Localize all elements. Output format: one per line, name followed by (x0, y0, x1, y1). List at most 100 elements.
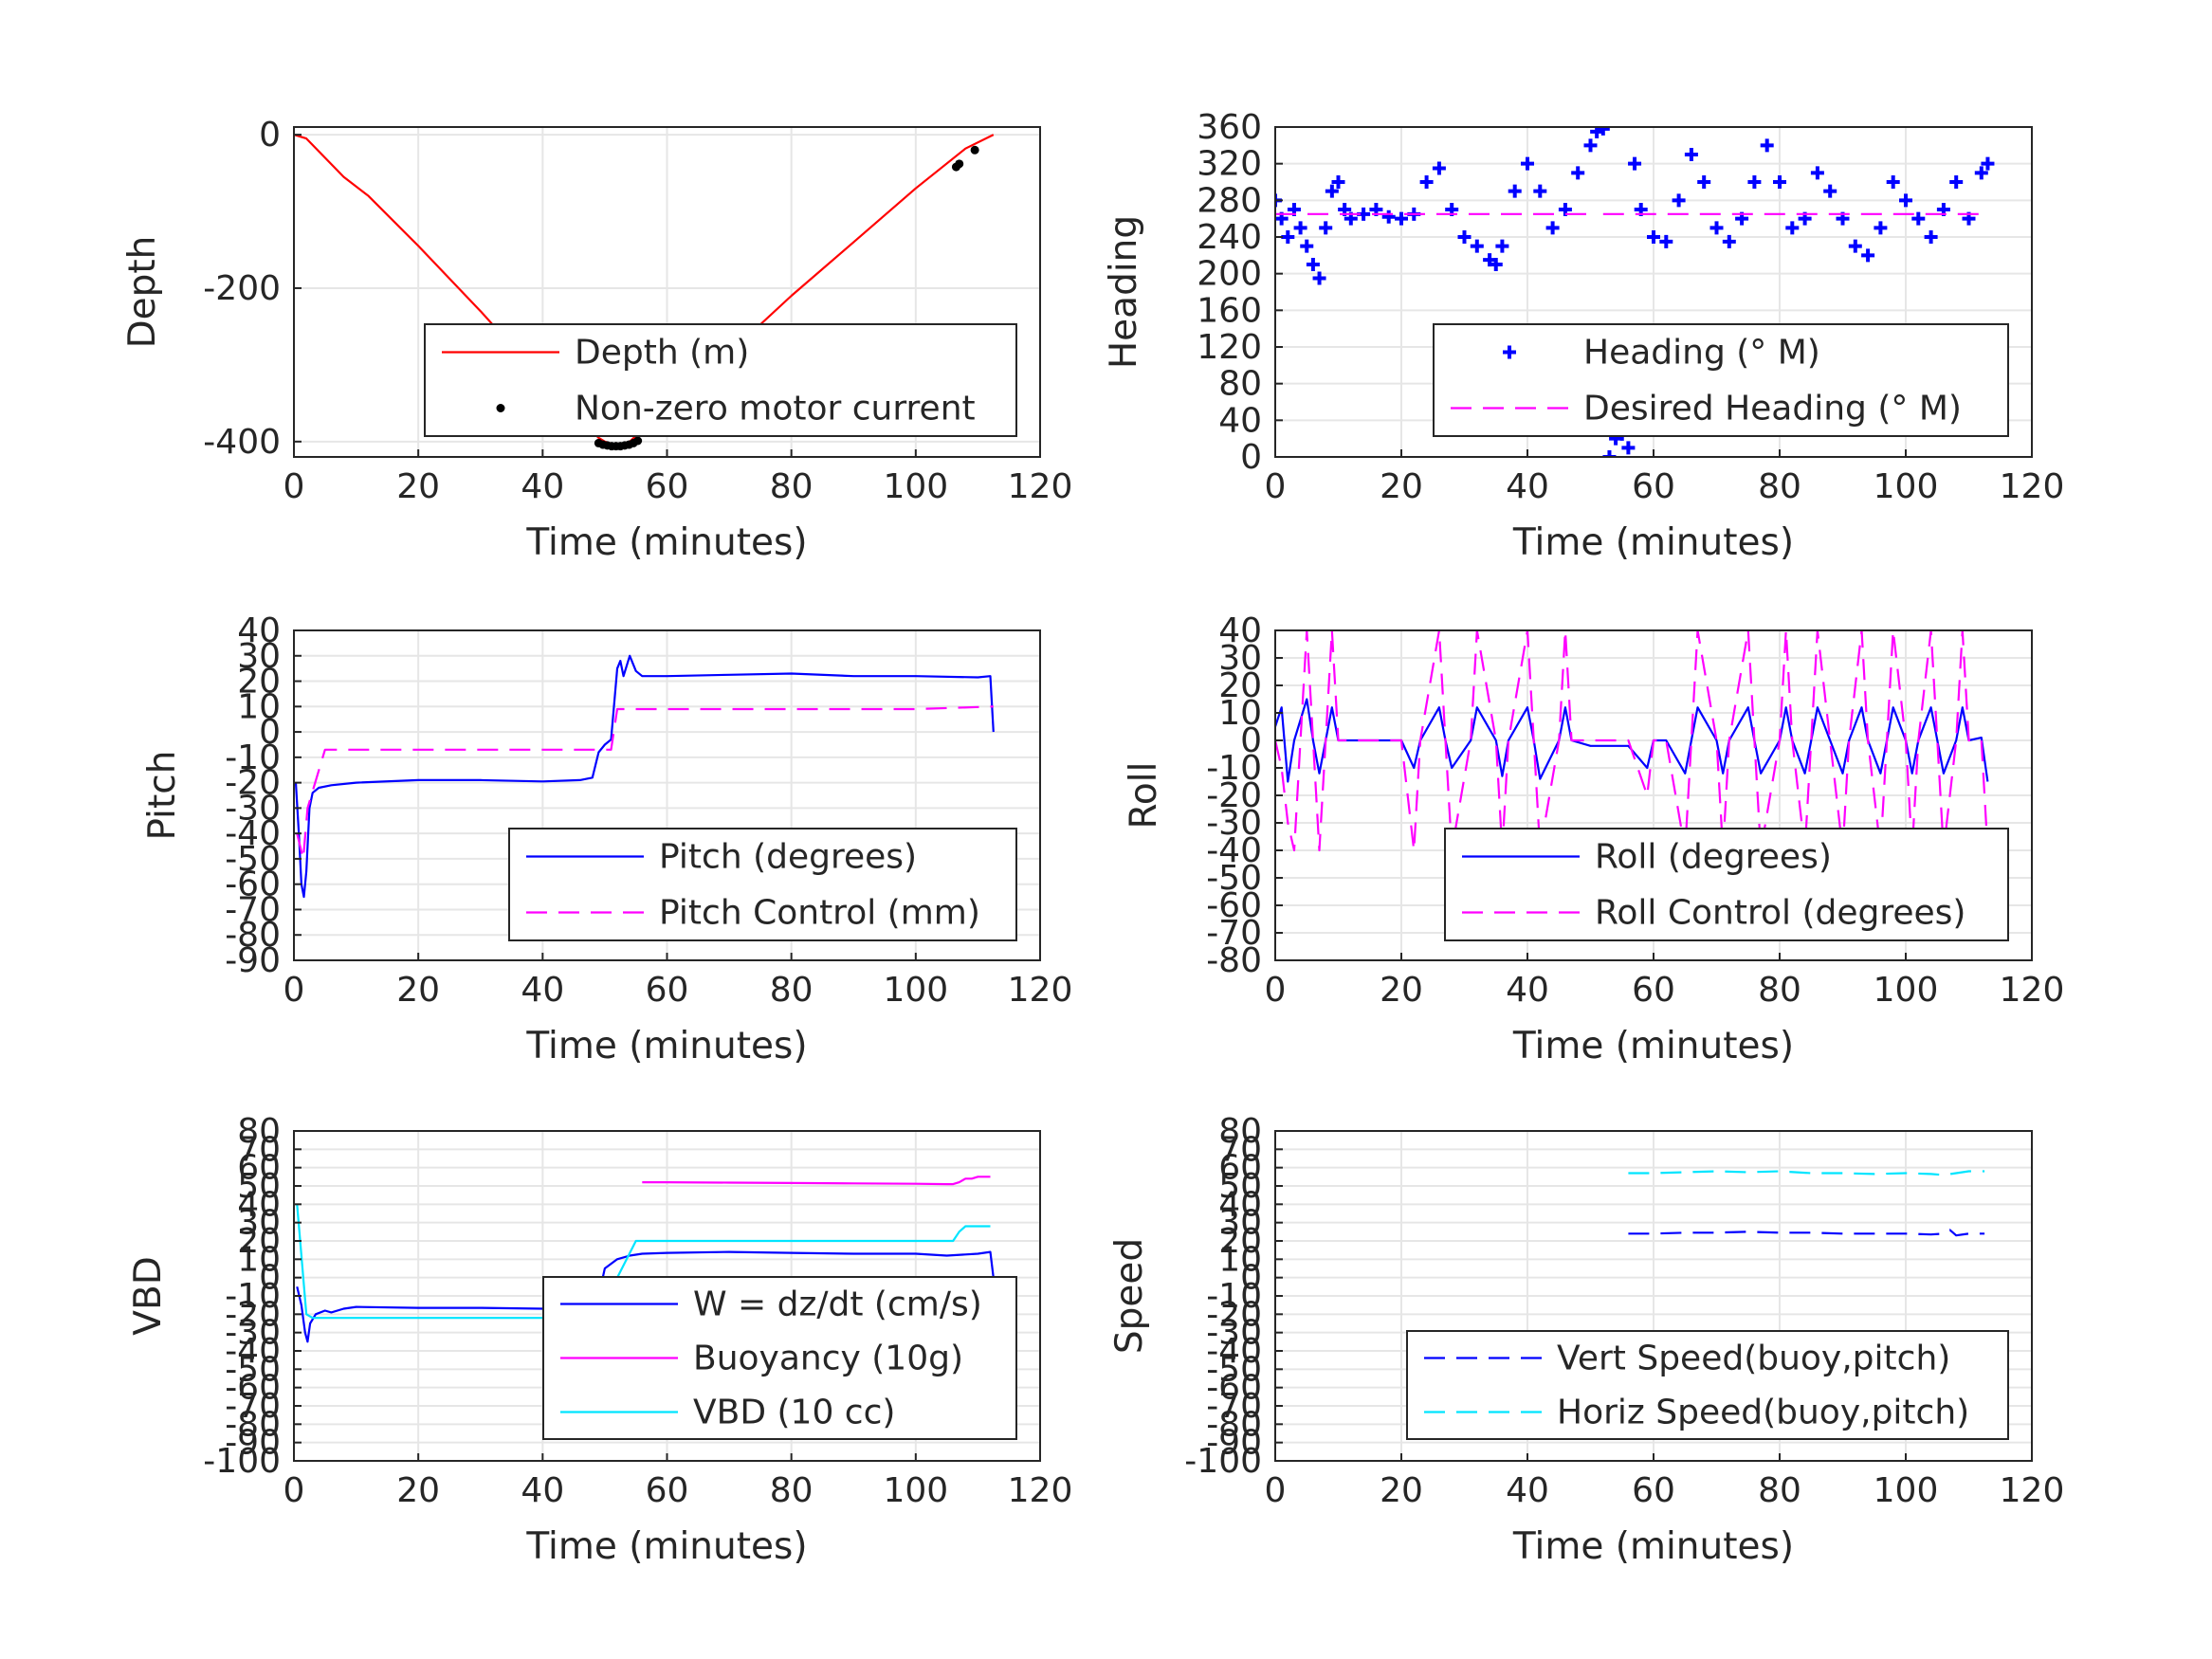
speed-series (1628, 1170, 1985, 1237)
speed-ytick-label: 30 (1218, 1204, 1262, 1243)
speed-ylabel: Speed (1108, 1238, 1151, 1354)
speed-ytick-label: 20 (1218, 1222, 1262, 1261)
depth-xtick-label: 40 (521, 467, 564, 506)
speed-ytick-label: -100 (1184, 1442, 1262, 1481)
heading-series-0-point (1596, 127, 1610, 136)
depth-series-1-point (633, 436, 643, 446)
vbd-ytick-label: -80 (225, 1405, 281, 1444)
pitch-ytick-label: -50 (225, 840, 281, 879)
speed-xlabel: Time (minutes) (1512, 1525, 1794, 1568)
pitch-ytick-label: -40 (225, 814, 281, 853)
heading-series-0-point (1571, 166, 1585, 180)
vbd-ytick-label: -50 (225, 1350, 281, 1389)
heading-ytick-label: 200 (1197, 255, 1262, 294)
heading-series-0-point (1331, 175, 1345, 189)
heading-series-0-point (1785, 221, 1800, 235)
depth-xtick-label: 60 (646, 467, 689, 506)
pitch-xtick-label: 60 (646, 971, 689, 1010)
roll-series (1275, 630, 1989, 852)
roll-ytick-label: -30 (1206, 804, 1262, 843)
speed-ytick-label: -80 (1206, 1405, 1262, 1444)
speed-legend-label: Vert Speed(buoy,pitch) (1557, 1340, 1950, 1378)
speed-xtick-label: 0 (1265, 1471, 1287, 1510)
pitch-ytick-label: 40 (237, 611, 281, 650)
roll-xtick-label: 0 (1265, 971, 1287, 1010)
heading-series-0-point (1381, 210, 1396, 224)
roll-xtick-label: 120 (2000, 971, 2065, 1010)
pitch-ytick-label: 10 (237, 687, 281, 726)
heading-xtick-label: 80 (1758, 467, 1801, 506)
vbd-xtick-label: 0 (283, 1471, 305, 1510)
speed-ytick-label: -30 (1206, 1314, 1262, 1353)
heading-series-0-point (1747, 175, 1762, 189)
heading-xtick-label: 60 (1632, 467, 1675, 506)
vbd-ytick-label: 50 (237, 1167, 281, 1206)
roll-xtick-label: 80 (1758, 971, 1801, 1010)
speed-ytick-label: 10 (1218, 1240, 1262, 1279)
depth-series-1-point (970, 145, 979, 155)
roll-ytick-label: 10 (1218, 694, 1262, 733)
speed-ytick-label: 40 (1218, 1185, 1262, 1224)
roll-ytick-label: -20 (1206, 776, 1262, 815)
heading-series-0-point (1489, 258, 1503, 271)
speed-ytick-label: -70 (1206, 1387, 1262, 1426)
roll-ytick-label: -10 (1206, 749, 1262, 788)
depth-xtick-label: 100 (883, 467, 948, 506)
vbd-ytick-label: 70 (237, 1130, 281, 1169)
roll-ytick-label: 40 (1218, 611, 1262, 650)
vbd-xtick-label: 80 (770, 1471, 814, 1510)
vbd-ytick-label: -60 (225, 1369, 281, 1408)
vbd-ytick-label: -90 (225, 1424, 281, 1463)
pitch-ytick-label: 20 (237, 663, 281, 702)
speed-ytick-label: -20 (1206, 1295, 1262, 1334)
speed-legend-box (1406, 1330, 2009, 1440)
heading-series-0-point (1583, 138, 1598, 153)
vbd-xtick-label: 100 (883, 1471, 948, 1510)
heading-series-0-point (1470, 239, 1484, 253)
roll-panel: 0 20 40 60 80 100 120403020100-10-20-30-40-50-… (1123, 611, 2064, 1067)
pitch-xlabel: Time (minutes) (525, 1025, 807, 1067)
depth-legend: Depth (m) Non-zero motor current (424, 323, 1017, 437)
heading-series-0-point (1911, 211, 1926, 226)
vbd-ytick-label: -100 (203, 1442, 281, 1481)
heading-series-0-point (1293, 221, 1307, 235)
heading-ytick-label: 40 (1218, 401, 1262, 440)
pitch-ytick-label: -20 (225, 764, 281, 803)
vbd-ylabel: VBD (127, 1256, 170, 1335)
heading-series-0-point (1861, 248, 1875, 263)
pitch-legend-label: Pitch Control (mm) (659, 894, 980, 933)
heading-ytick-label: 0 (1240, 438, 1262, 477)
speed-xtick-label: 80 (1758, 1471, 1801, 1510)
speed-ytick-label: -60 (1206, 1369, 1262, 1408)
vbd-ytick-label: -30 (225, 1314, 281, 1353)
heading-series-0-point (1672, 193, 1686, 208)
heading-series-0-point (1924, 230, 1938, 244)
speed-panel: 0 20 40 60 80 100 12080706050403020100-10-20-3… (1108, 1112, 2064, 1568)
roll-xtick-label: 60 (1632, 971, 1675, 1010)
vbd-ytick-label: -70 (225, 1387, 281, 1426)
pitch-ylabel: Pitch (141, 751, 184, 841)
depth-grid (294, 127, 1040, 457)
heading-xtick-label: 20 (1380, 467, 1423, 506)
depth-ytick-label: 0 (259, 116, 281, 155)
speed-ytick-label: -40 (1206, 1332, 1262, 1371)
heading-legend-swatch (1503, 345, 1516, 359)
heading-series-0-point (1684, 148, 1698, 161)
speed-legend-label: Horiz Speed(buoy,pitch) (1557, 1394, 1969, 1432)
vbd-ytick-label: -10 (225, 1277, 281, 1316)
heading-series-0-point (1495, 239, 1509, 253)
heading-xtick-label: 100 (1874, 467, 1939, 506)
heading-legend-label: Heading (° M) (1583, 334, 1820, 373)
heading-ylabel: Heading (1103, 215, 1145, 369)
vbd-xtick-label: 40 (521, 1471, 564, 1510)
heading-ytick-label: 280 (1197, 181, 1262, 220)
vbd-panel: 0 20 40 60 80 100 12080706050403020100-10-20-3… (127, 1112, 1072, 1568)
roll-ytick-label: -60 (1206, 886, 1262, 925)
heading-series-0-point (1899, 193, 1912, 208)
speed-xtick-label: 120 (2000, 1471, 2065, 1510)
depth-legend-swatch (496, 404, 505, 412)
vbd-ytick-label: 20 (237, 1222, 281, 1261)
vbd-legend-label: Buoyancy (10g) (693, 1340, 963, 1378)
heading-series-0-point (1773, 175, 1786, 189)
heading-series-0-point (1823, 184, 1837, 198)
